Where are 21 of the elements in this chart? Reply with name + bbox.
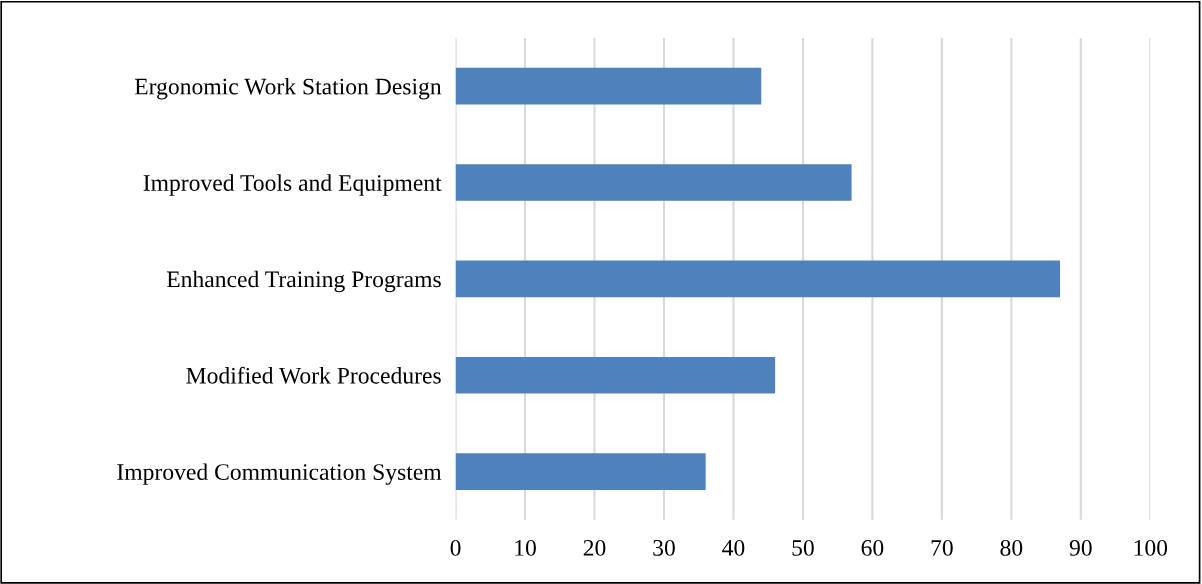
y-tick-label: Improved Communication System (117, 463, 442, 485)
y-tick-label: Ergonomic Work Station Design (134, 77, 442, 100)
y-tick-label: Improved Tools and Equipment (143, 174, 442, 196)
bar (455, 453, 706, 490)
bar (455, 260, 1060, 298)
x-tick-label: 100 (1134, 539, 1168, 556)
x-tick-label: 20 (583, 539, 606, 556)
bar (455, 67, 762, 105)
x-tick-label: 50 (792, 539, 814, 556)
x-tick-label: 60 (861, 539, 884, 556)
x-tick-label: 90 (1069, 539, 1092, 556)
x-tick-label: 70 (931, 539, 953, 556)
bar (455, 356, 776, 394)
y-tick-label: Modified Work Procedures (186, 366, 441, 384)
x-tick-label: 10 (515, 539, 536, 556)
bar (455, 164, 852, 201)
x-tick-label: 80 (1000, 539, 1023, 556)
x-tick-label: 40 (722, 539, 745, 556)
y-tick-label: Enhanced Training Programs (166, 270, 441, 293)
x-tick-label: 30 (653, 539, 675, 556)
x-tick-label: 0 (450, 539, 461, 556)
